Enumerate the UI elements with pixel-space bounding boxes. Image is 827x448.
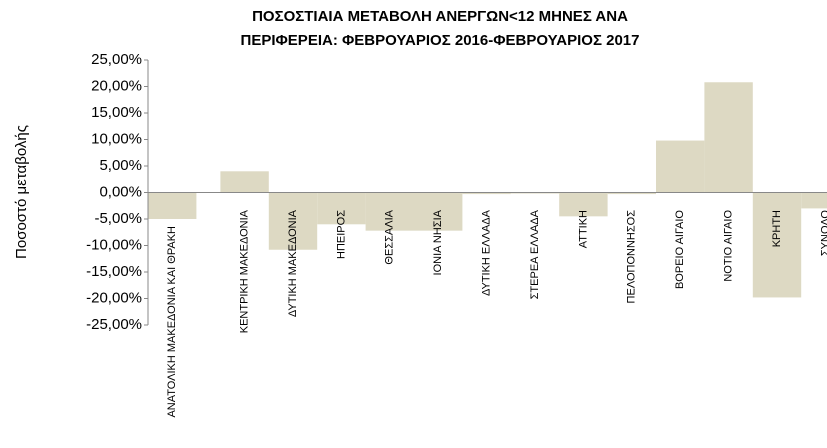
x-tick-label: ΠΕΛΟΠΟΝΝΗΣΟΣ: [626, 210, 638, 304]
bar: [656, 140, 705, 193]
x-tick-label: ΚΡΗΤΗ: [771, 210, 783, 247]
x-tick-label: ΙΟΝΙΑ ΝΗΣΙΑ: [432, 209, 444, 275]
y-tick-label: -10,00%: [86, 236, 142, 253]
x-tick-label: ΑΤΤΙΚΗ: [577, 210, 589, 248]
bar: [704, 82, 753, 193]
x-tick-label: ΚΕΝΤΡΙΚΗ ΜΑΚΕΔΟΝΙΑ: [239, 209, 251, 333]
x-tick-label: ΔΥΤΙΚΗ ΕΛΛΑΔΑ: [481, 209, 493, 296]
bar: [801, 192, 827, 209]
x-tick-label: ΔΥΤΙΚΗ ΜΑΚΕΔΟΝΙΑ: [287, 209, 299, 317]
y-tick-label: -20,00%: [86, 289, 142, 306]
x-tick-label: ΒΟΡΕΙΟ ΑΙΓΑΙΟ: [674, 210, 686, 289]
bar: [365, 192, 414, 231]
chart-title: ΠΕΡΙΦΕΡΕΙΑ: ΦΕΒΡΟΥΑΡΙΟΣ 2016-ΦΕΒΡΟΥΑΡΙΟΣ…: [240, 32, 639, 49]
y-tick-label: 10,00%: [91, 130, 142, 147]
bar: [414, 192, 463, 231]
y-tick-label: 0,00%: [99, 183, 142, 200]
bar: [752, 192, 802, 298]
y-axis-label: Ποσοστό μεταβολής: [13, 125, 30, 259]
y-tick-label: 5,00%: [99, 157, 142, 174]
x-tick-label: ΘΕΣΣΑΛΙΑ: [384, 209, 396, 264]
x-tick-label: ΣΤΕΡΕΑ ΕΛΛΑΔΑ: [529, 209, 541, 299]
x-tick-label: ΝΟΤΙΟ ΑΙΓΑΙΟ: [723, 210, 735, 282]
chart-title: ΠΟΣΟΣΤΙΑΙΑ ΜΕΤΑΒΟΛΗ ΑΝΕΡΓΩΝ<12 ΜΗΝΕΣ ΑΝΑ: [252, 8, 628, 25]
bar: [317, 192, 366, 225]
bar: [510, 192, 560, 194]
bar: [559, 192, 608, 217]
x-tick-label: ΗΠΕΙΡΟΣ: [335, 210, 347, 259]
bar: [607, 192, 656, 195]
y-tick-label: -25,00%: [86, 316, 142, 333]
x-tick-label: ΣΥΝΟΛΟ: [819, 210, 827, 257]
bar: [220, 171, 269, 193]
bar: [268, 192, 318, 250]
bar: [148, 192, 197, 219]
y-tick-label: 25,00%: [91, 51, 142, 68]
bar: [462, 192, 511, 195]
x-tick-label: ΑΝΑΤΟΛΙΚΗ ΜΑΚΕΔΟΝΙΑ ΚΑΙ ΘΡΑΚΗ: [166, 226, 178, 418]
y-tick-label: 15,00%: [91, 104, 142, 121]
y-tick-label: 20,00%: [91, 77, 142, 94]
y-tick-label: -15,00%: [86, 263, 142, 280]
y-tick-label: -5,00%: [94, 210, 142, 227]
